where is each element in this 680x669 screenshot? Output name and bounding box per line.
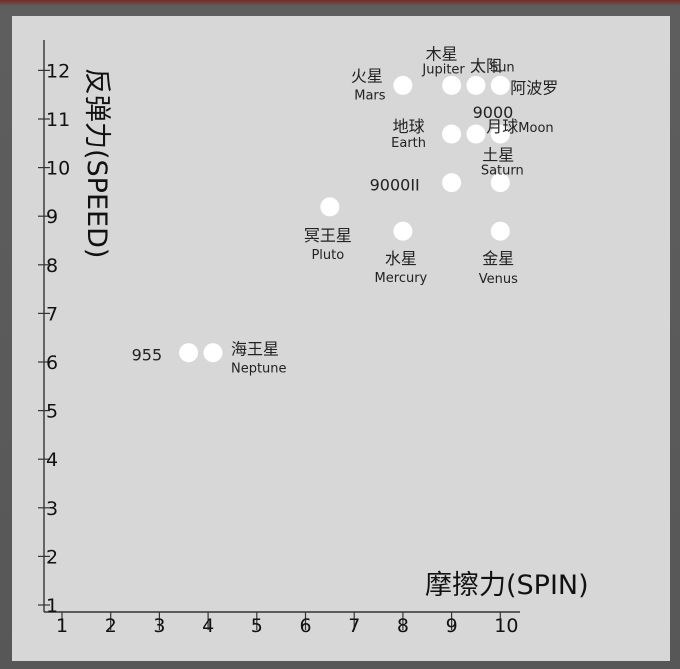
x-tick-label: 1 [56, 615, 68, 637]
y-tick-label: 9 [46, 206, 58, 228]
y-tick-label: 1 [46, 595, 58, 617]
point-label: 火星 [351, 66, 383, 85]
data-point [393, 75, 413, 95]
point-label: 月球 [486, 117, 518, 136]
data-point [442, 75, 462, 95]
point-label: 木星 [426, 44, 458, 63]
point-label: 阿波罗 [510, 78, 558, 97]
x-tick-label: 10 [494, 615, 518, 637]
point-label: 冥王星 [304, 226, 352, 245]
x-tick-label: 8 [397, 615, 409, 637]
y-tick-label: 8 [46, 255, 58, 277]
y-tick-label: 3 [46, 498, 58, 520]
point-label-en: Saturn [481, 164, 524, 179]
point-label-en: Earth [391, 136, 426, 151]
point-label: 金星 [482, 249, 514, 268]
point-label-en: Jupiter [421, 62, 465, 77]
data-point [466, 75, 486, 95]
point-label-en: Pluto [311, 248, 344, 263]
point-label-en: Neptune [231, 362, 287, 377]
point-label-en: Mercury [375, 271, 428, 286]
point-label-en: Venus [479, 272, 518, 287]
data-point [203, 343, 223, 363]
point-label: 955 [132, 346, 163, 365]
y-tick-label: 10 [46, 158, 70, 180]
data-point [320, 197, 340, 217]
data-point [490, 221, 510, 241]
point-label: 9000 [473, 103, 514, 122]
chart-panel [12, 16, 670, 661]
x-axis-title: 摩擦力(SPIN) [425, 570, 589, 601]
y-tick-label: 5 [46, 401, 58, 423]
point-label: 9000II [370, 176, 420, 195]
y-axis-title: 反弹力(SPEED) [81, 68, 112, 258]
data-point [442, 173, 462, 193]
point-labels: 955 海王星 Neptune 冥王星 Pluto 火星 Mars 水星 Mercury 木星Ju… [132, 44, 559, 376]
x-tick-label: 2 [105, 615, 117, 637]
x-tick-label: 4 [202, 615, 214, 637]
data-point [442, 124, 462, 144]
x-tick-label: 7 [348, 615, 360, 637]
point-label: 土星 [482, 146, 514, 165]
y-tick-label: 4 [46, 449, 58, 471]
y-tick-label: 6 [46, 352, 58, 374]
point-label: 水星 [385, 249, 417, 268]
data-point [466, 124, 486, 144]
x-tick-label: 5 [251, 615, 263, 637]
point-label-en: Moon [518, 121, 553, 136]
data-point [490, 75, 510, 95]
axes [38, 40, 520, 630]
y-tick-label: 2 [46, 546, 58, 568]
point-label-en: Mars [354, 88, 386, 103]
data-point [179, 343, 199, 363]
y-tick-label: 11 [46, 109, 70, 131]
data-points [179, 75, 510, 363]
point-label-en: Sun [490, 60, 515, 75]
y-tick-label: 12 [46, 60, 70, 82]
data-point [490, 124, 510, 144]
data-point [490, 173, 510, 193]
point-label: 太阳 [470, 56, 502, 75]
y-tick-label: 7 [46, 303, 58, 325]
x-tick-label: 9 [446, 615, 458, 637]
point-label: 海王星 [231, 340, 279, 359]
x-tick-label: 6 [300, 615, 312, 637]
point-label: 地球 [393, 117, 425, 136]
data-point [393, 221, 413, 241]
x-tick-label: 3 [153, 615, 165, 637]
